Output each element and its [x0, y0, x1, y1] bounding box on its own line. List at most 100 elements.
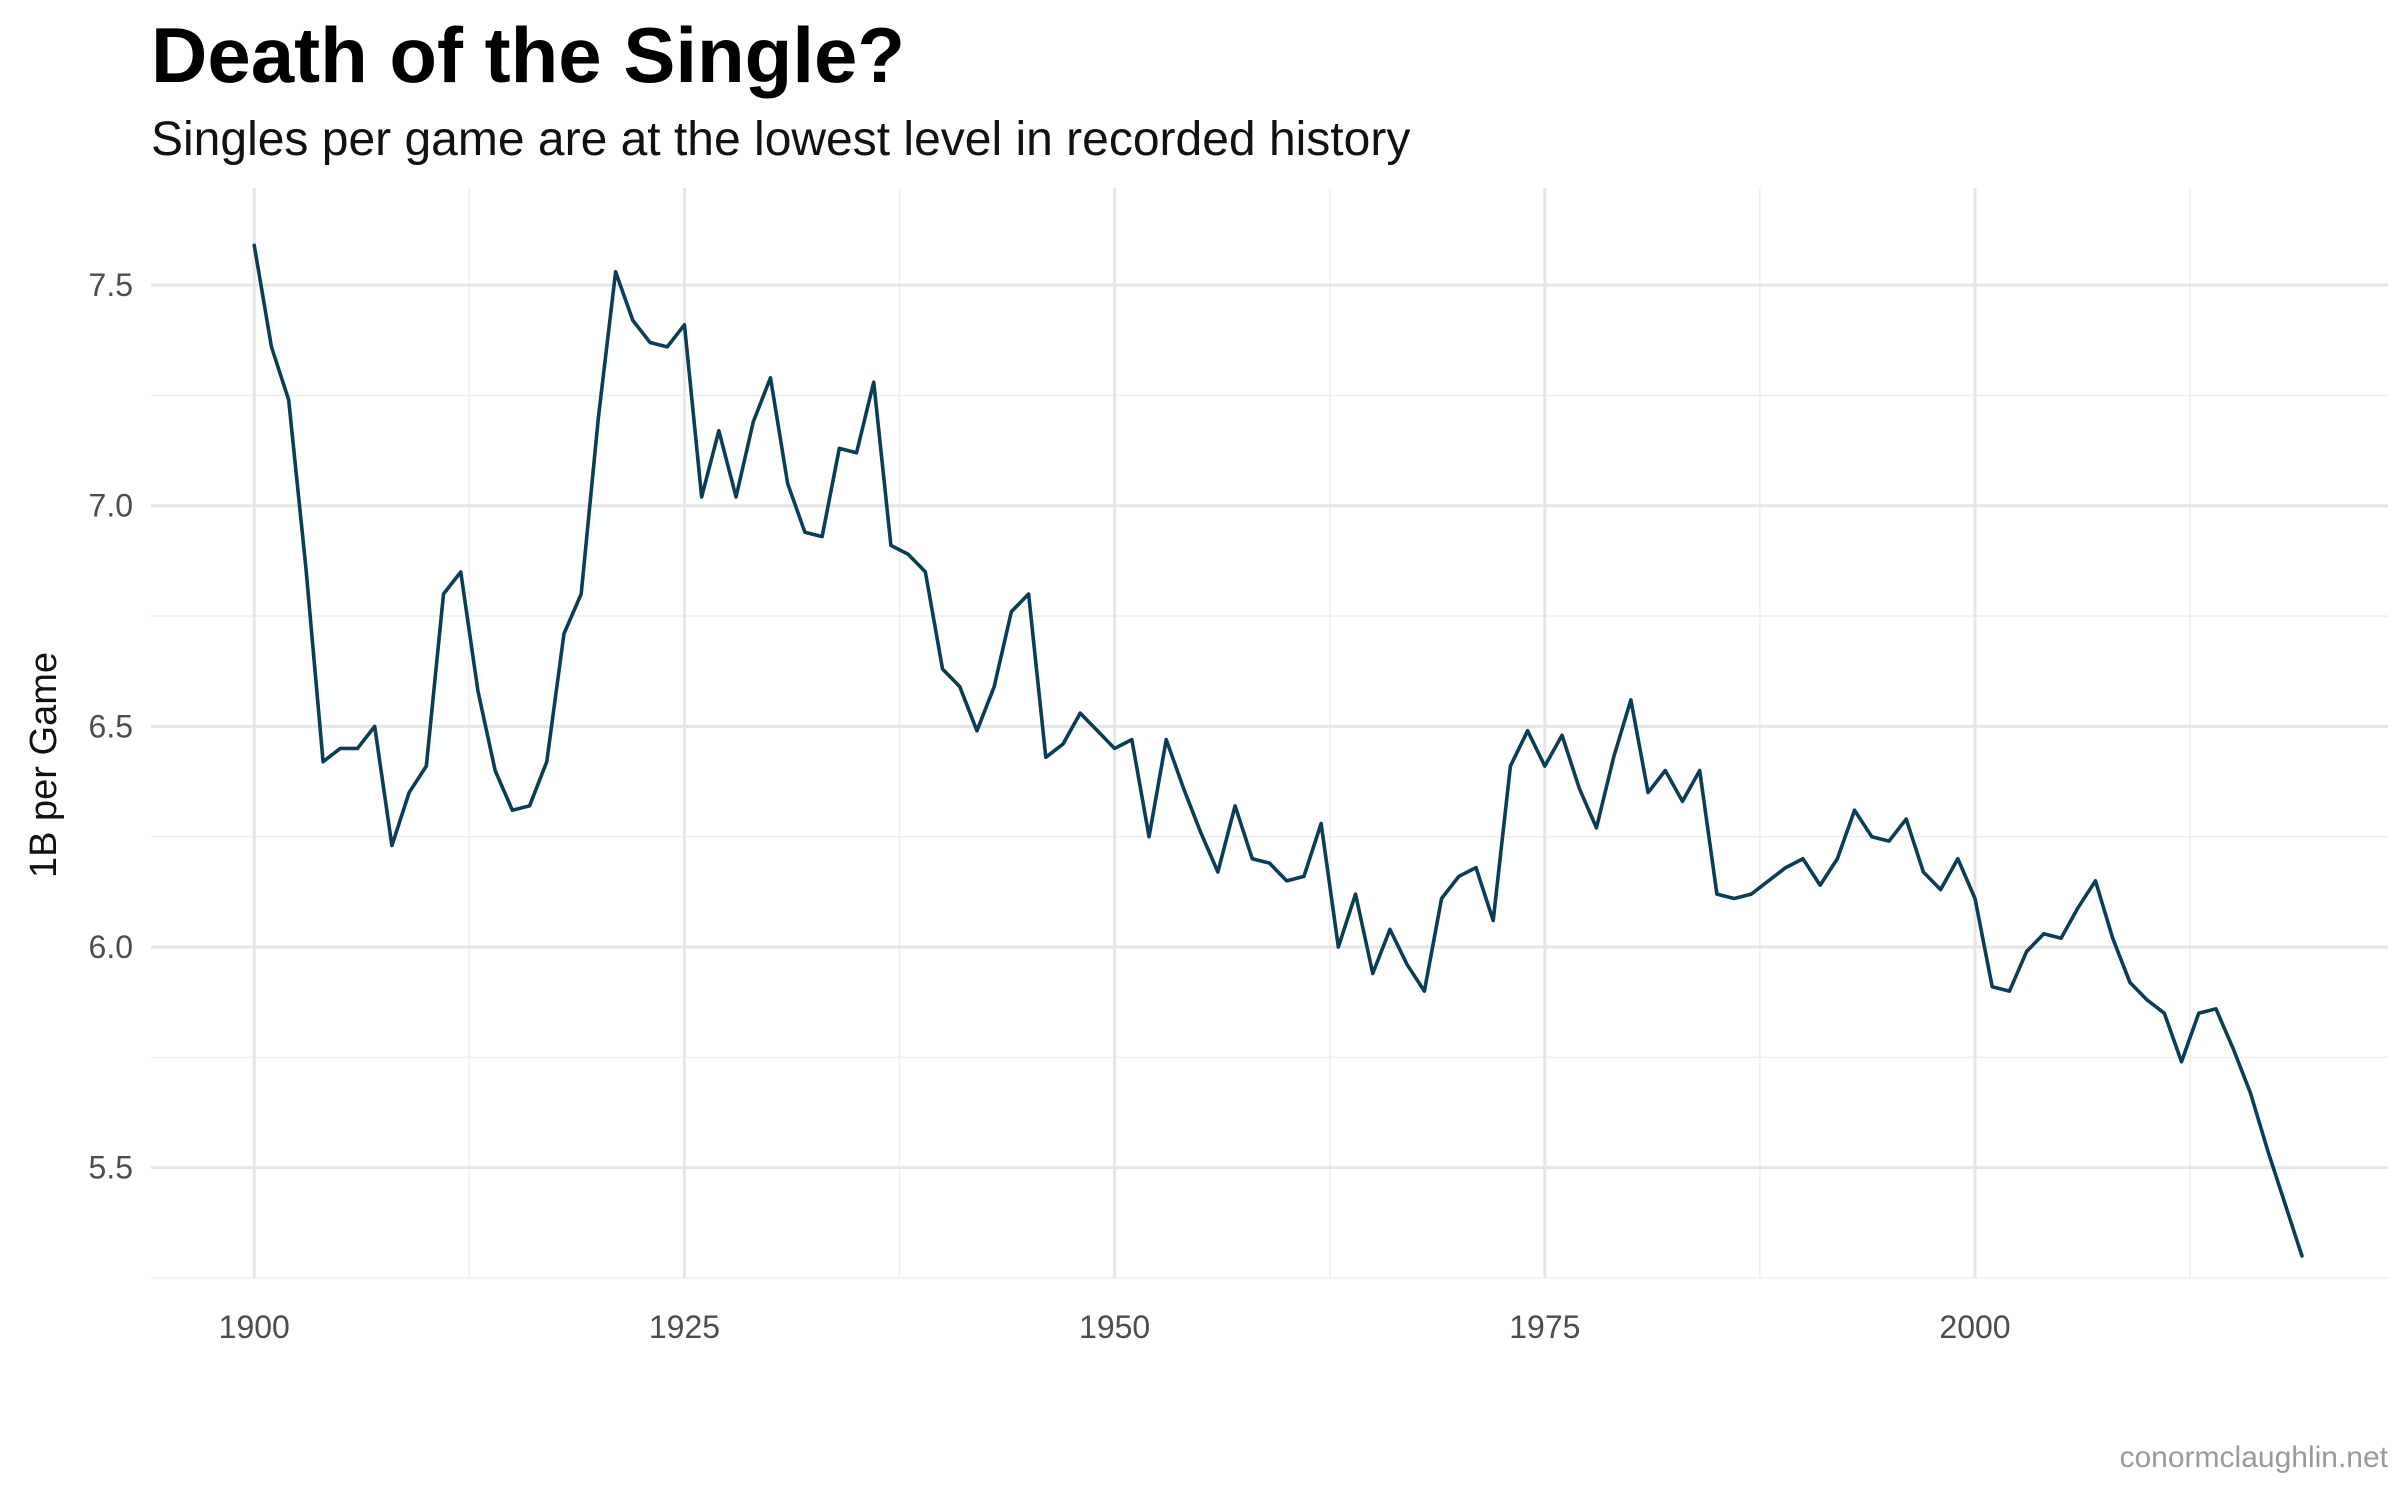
data-point — [2128, 980, 2132, 984]
data-point — [2025, 949, 2029, 953]
data-point — [2059, 936, 2063, 940]
data-point — [1268, 861, 1272, 865]
x-axis-ticks: 1900 1925 1950 1975 2000 — [219, 1309, 2011, 1345]
data-point — [1904, 817, 1908, 821]
data-point — [1147, 835, 1151, 839]
data-point — [614, 270, 618, 274]
data-point — [2231, 1047, 2235, 1051]
data-point — [1560, 733, 1564, 737]
data-point — [1422, 989, 1426, 993]
data-point — [734, 495, 738, 499]
data-point — [1629, 698, 1633, 702]
series-line — [252, 243, 2304, 1258]
data-point — [1285, 879, 1289, 883]
data-point — [855, 451, 859, 455]
data-point — [1990, 985, 1994, 989]
data-point — [1749, 892, 1753, 896]
data-point — [2093, 879, 2097, 883]
data-point — [1250, 857, 1254, 861]
data-point — [2248, 1091, 2252, 1095]
data-point — [1887, 839, 1891, 843]
data-point — [923, 570, 927, 574]
data-point — [2180, 1060, 2184, 1064]
data-point — [1095, 729, 1099, 733]
data-point — [1164, 738, 1168, 742]
data-point — [390, 844, 394, 848]
grid — [151, 188, 2388, 1279]
data-point — [889, 543, 893, 547]
data-point — [1009, 610, 1013, 614]
y-tick-label: 5.5 — [89, 1150, 133, 1186]
data-point — [1199, 830, 1203, 834]
data-point — [476, 689, 480, 693]
data-point — [1973, 896, 1977, 900]
data-point — [1646, 791, 1650, 795]
data-point — [2266, 1148, 2270, 1152]
data-point — [459, 570, 463, 574]
x-tick-label: 1950 — [1079, 1309, 1150, 1345]
data-point — [1577, 786, 1581, 790]
data-point — [355, 746, 359, 750]
data-point — [1508, 764, 1512, 768]
y-axis-ticks: 5.5 6.0 6.5 7.0 7.5 — [89, 267, 133, 1186]
data-point — [1216, 870, 1220, 874]
data-point — [1388, 927, 1392, 931]
y-tick-label: 6.0 — [89, 929, 133, 965]
data-point — [2007, 989, 2011, 993]
data-point — [1044, 755, 1048, 759]
data-point — [1440, 896, 1444, 900]
data-point — [1715, 892, 1719, 896]
data-point — [700, 495, 704, 499]
data-point — [2145, 998, 2149, 1002]
data-point — [1594, 826, 1598, 830]
data-point — [545, 760, 549, 764]
data-point — [2162, 1011, 2166, 1015]
data-point — [1061, 742, 1065, 746]
data-point — [1612, 755, 1616, 759]
data-point — [1680, 799, 1684, 803]
data-point — [631, 318, 635, 322]
data-point — [958, 685, 962, 689]
data-point — [1921, 870, 1925, 874]
data-point — [493, 769, 497, 773]
data-point — [596, 415, 600, 419]
data-point — [1233, 804, 1237, 808]
data-point — [837, 446, 841, 450]
data-point — [665, 345, 669, 349]
data-point — [2076, 905, 2080, 909]
data-point — [304, 566, 308, 570]
data-point — [1457, 874, 1461, 878]
data-point — [941, 667, 945, 671]
data-point — [906, 552, 910, 556]
data-point — [2042, 932, 2046, 936]
data-point — [1474, 866, 1478, 870]
data-point — [682, 323, 686, 327]
x-tick-label: 1900 — [219, 1309, 290, 1345]
data-point — [1319, 821, 1323, 825]
data-point — [252, 243, 256, 247]
data-point — [1078, 711, 1082, 715]
data-point — [338, 746, 342, 750]
data-point — [321, 760, 325, 764]
data-point — [373, 724, 377, 728]
data-point — [768, 376, 772, 380]
data-point — [2111, 936, 2115, 940]
data-point — [2214, 1007, 2218, 1011]
chart-subtitle: Singles per game are at the lowest level… — [151, 113, 1410, 166]
data-point — [751, 420, 755, 424]
data-point — [1336, 945, 1340, 949]
data-point — [1130, 738, 1134, 742]
data-point — [1767, 879, 1771, 883]
data-point — [579, 592, 583, 596]
data-point — [1732, 896, 1736, 900]
data-point — [1113, 746, 1117, 750]
data-point — [1354, 892, 1358, 896]
data-point — [992, 685, 996, 689]
data-point — [562, 632, 566, 636]
data-point — [269, 345, 273, 349]
y-tick-label: 7.0 — [89, 488, 133, 524]
data-point — [1371, 972, 1375, 976]
data-point — [786, 482, 790, 486]
chart-title: Death of the Single? — [151, 11, 905, 99]
